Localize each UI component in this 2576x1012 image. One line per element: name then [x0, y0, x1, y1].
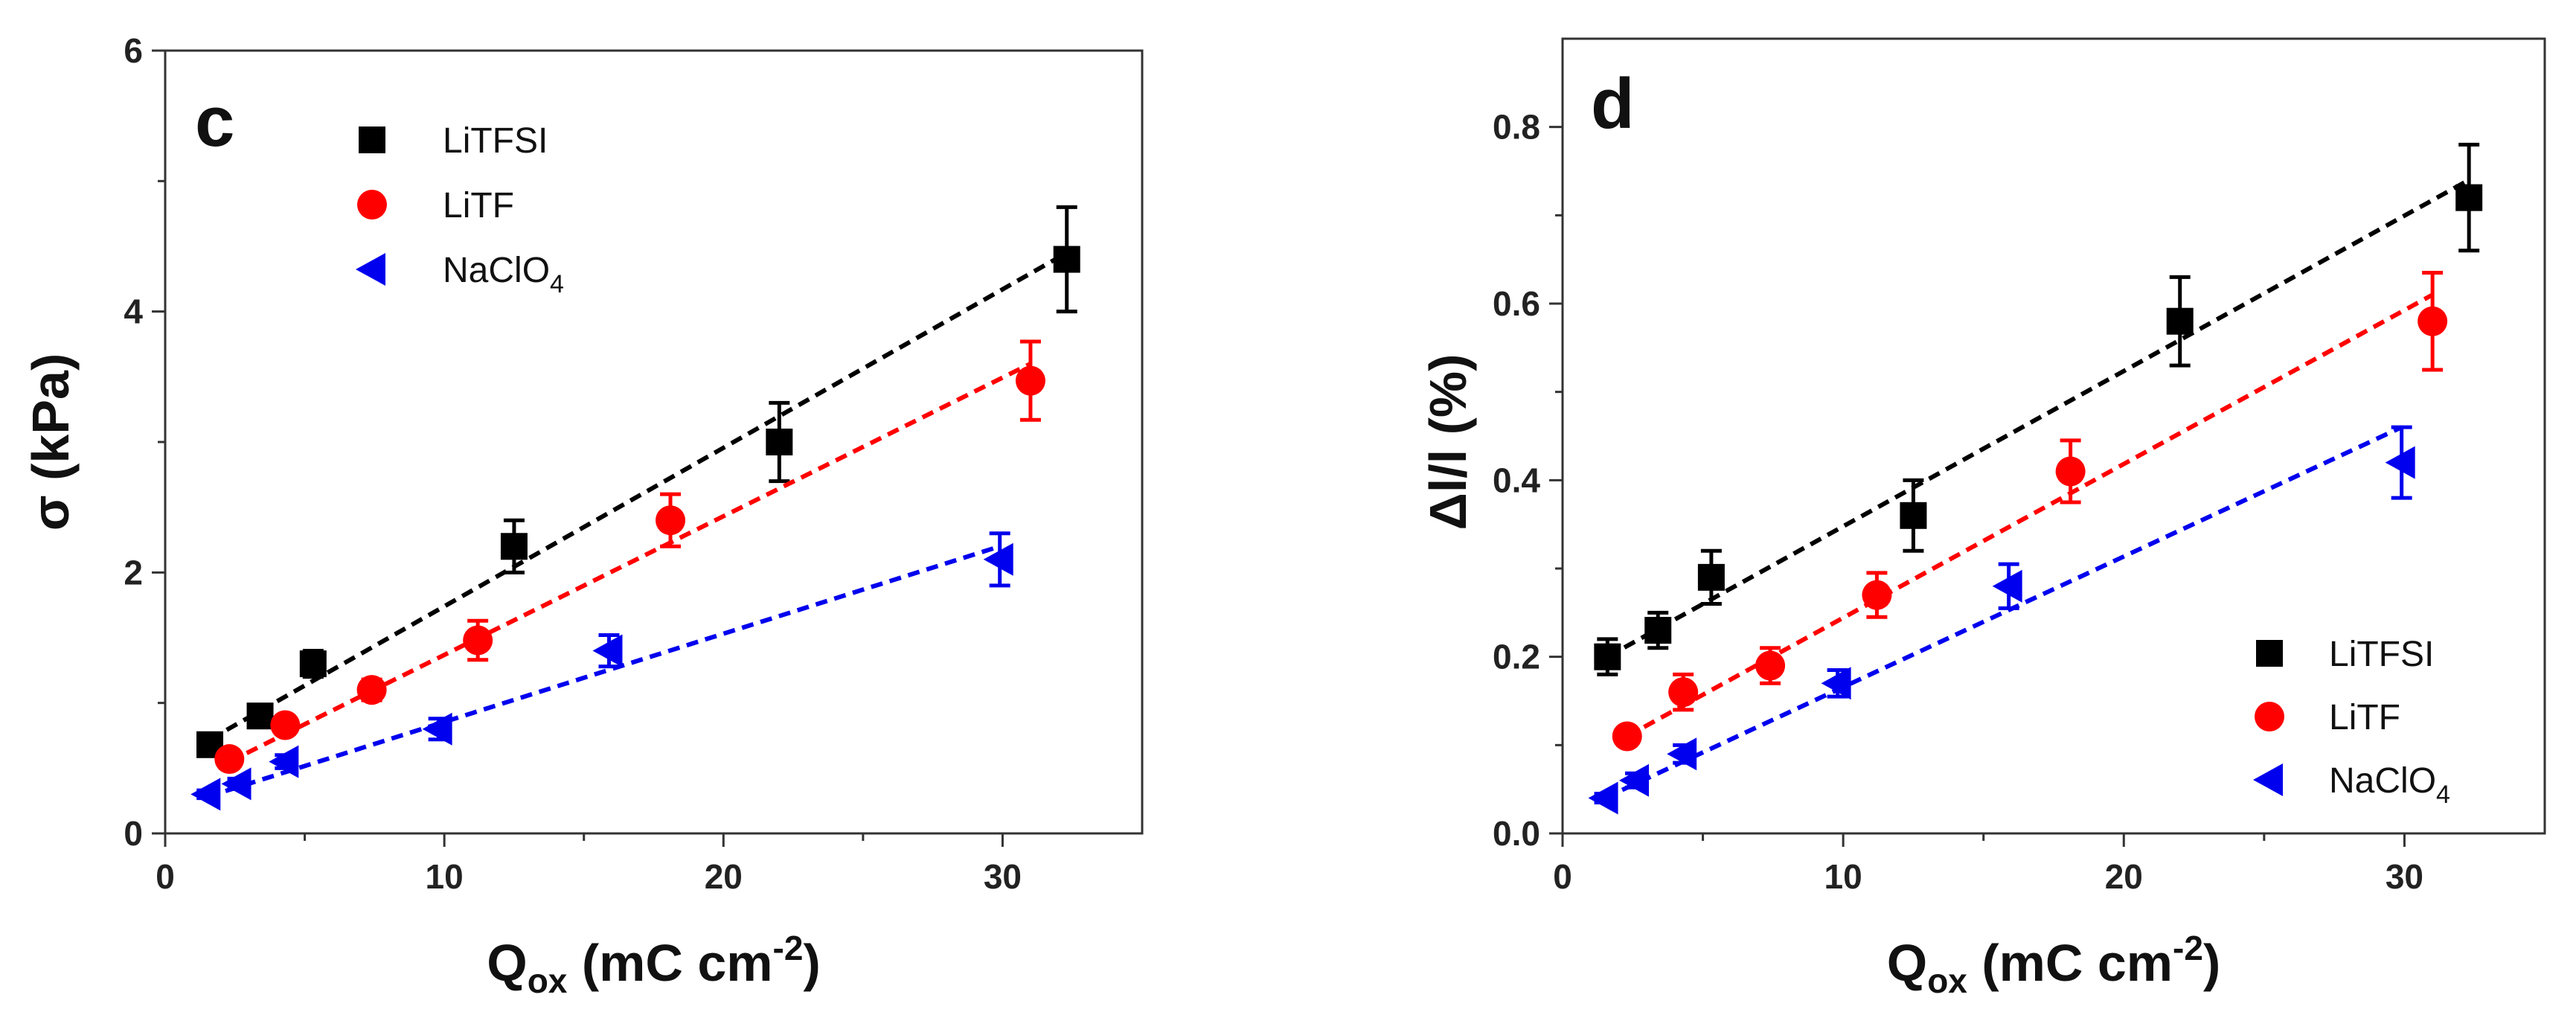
fit-line	[1626, 292, 2434, 739]
data-point	[1053, 246, 1080, 273]
data-point	[1612, 721, 1642, 752]
panel-c-xtick-label: 20	[705, 857, 743, 896]
panel-c-ytick-label: 4	[124, 292, 143, 331]
panel-d-xtick-label: 10	[1824, 857, 1862, 896]
data-point	[463, 625, 493, 656]
data-point	[269, 745, 299, 778]
panel-c-series-naclo	[190, 531, 1013, 811]
data-point	[1668, 677, 1699, 708]
panel-d-y-axis-label: Δl/l (%)	[1419, 354, 1477, 531]
data-point	[766, 429, 793, 455]
data-point	[2055, 456, 2086, 487]
data-point	[1015, 365, 1045, 396]
panel-d-letter: d	[1591, 64, 1635, 144]
panel-c-series-litfsi	[196, 205, 1080, 758]
panel-d-legend-label: LiTF	[2329, 698, 2400, 737]
data-point	[1821, 667, 1851, 700]
data-point	[2455, 184, 2483, 211]
panel-d-xtick-label: 20	[2105, 857, 2143, 896]
data-point	[656, 505, 686, 536]
data-point	[2418, 306, 2448, 336]
panel-c-legend-marker	[356, 253, 385, 286]
panel-c-legend-label: LiTFSI	[443, 121, 548, 161]
panel-d-ytick-label: 0.4	[1493, 461, 1540, 499]
data-point	[1588, 781, 1618, 815]
panel-d-legend-marker	[2256, 640, 2283, 667]
panel-d-xtick-label: 0	[1553, 857, 1572, 896]
data-point	[1697, 563, 1725, 591]
data-point	[1992, 569, 2022, 603]
data-point	[221, 767, 251, 801]
panel-c-legend-marker	[359, 126, 385, 153]
panel-d-legend-marker	[2253, 763, 2283, 796]
panel-d-legend-label: NaClO4	[2329, 761, 2450, 809]
data-point	[214, 744, 245, 775]
data-point	[1900, 502, 1927, 529]
data-point	[190, 778, 221, 811]
panel-c-ytick-label: 2	[124, 553, 143, 592]
panel-d-x-axis-label: Qox (mC cm-2)	[1887, 929, 2221, 1000]
chart-panel-c: 0 10 20 30 0 2 4 6 Qox (mC cm-2) σ (kPa) c LiTFSI Li…	[22, 31, 1144, 1000]
panel-c-xtick-label: 30	[984, 857, 1022, 896]
data-point	[422, 712, 452, 746]
panel-c-plot-frame	[164, 49, 1144, 835]
data-point	[1619, 763, 1650, 797]
data-point	[2385, 446, 2415, 479]
panel-d-series-litf	[1612, 270, 2448, 752]
panel-c-legend-label: NaClO4	[443, 251, 564, 298]
panel-d-legend-label: LiTFSI	[2329, 635, 2434, 674]
panel-c-xtick-label: 0	[156, 857, 175, 896]
data-point	[1644, 617, 1672, 644]
data-point	[270, 710, 301, 740]
data-point	[2166, 307, 2194, 335]
panel-d-ytick-label: 0.2	[1493, 638, 1540, 676]
panel-d-ytick-label: 0.6	[1493, 284, 1540, 323]
panel-d-series-litfsi	[1594, 142, 2483, 676]
data-point	[592, 634, 623, 667]
panel-d-series-naclo	[1588, 425, 2415, 815]
panel-d-ytick-label: 0.0	[1493, 814, 1540, 853]
panel-c-letter: c	[195, 82, 234, 161]
panel-d-legend-marker	[2255, 702, 2284, 731]
data-point	[983, 542, 1013, 576]
chart-panel-d: 0 10 20 30 0.0 0.2 0.4 0.6 0.8 Qox (mC cm-2) Δl/l …	[1419, 37, 2546, 1000]
data-point	[356, 675, 387, 705]
panel-c-ytick-label: 0	[124, 814, 143, 853]
panel-c-series-litf	[214, 339, 1045, 775]
fit-line	[1606, 178, 2470, 659]
panel-c-y-axis-label: σ (kPa)	[22, 353, 80, 531]
data-point	[1594, 643, 1621, 670]
data-point	[500, 533, 528, 560]
panel-c-legend-label: LiTF	[443, 186, 514, 225]
panel-c-xtick-label: 10	[426, 857, 464, 896]
fit-line	[208, 251, 1068, 742]
fit-line	[228, 362, 1032, 764]
panel-d-plot-frame	[1561, 37, 2546, 835]
data-point	[246, 702, 274, 730]
panel-d-ytick-label: 0.8	[1493, 108, 1540, 147]
panel-c-x-axis-label: Qox (mC cm-2)	[487, 929, 821, 1000]
data-point	[299, 650, 327, 678]
fit-line	[1603, 425, 2403, 801]
panel-d-xtick-label: 30	[2386, 857, 2423, 896]
data-point	[1667, 737, 1697, 771]
fit-line	[206, 544, 1001, 799]
panel-c-legend-marker	[357, 190, 387, 220]
data-point	[1862, 580, 1892, 610]
data-point	[1755, 650, 1786, 681]
panel-c-ytick-label: 6	[124, 31, 143, 70]
